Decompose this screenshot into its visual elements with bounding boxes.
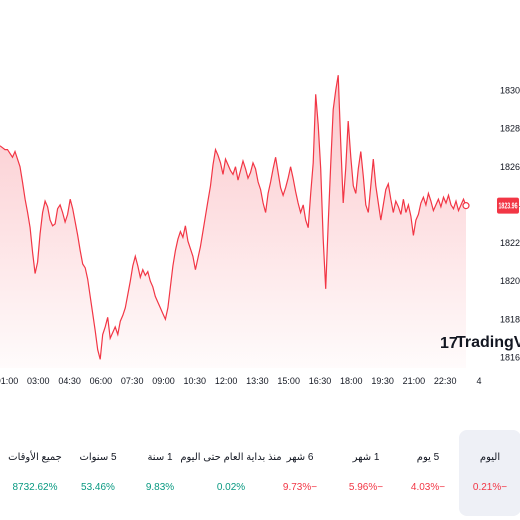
price-chart[interactable]: 1830.001828.001826.001824.001822.001820.… bbox=[0, 0, 520, 395]
period-label: اليوم bbox=[479, 452, 501, 463]
y-axis: 1830.001828.001826.001824.001822.001820.… bbox=[500, 86, 520, 363]
y-tick-label: 1822.00 bbox=[500, 238, 520, 248]
period-label: منذ بداية العام حتى اليوم bbox=[180, 452, 282, 463]
tradingview-logo-text: TradingView bbox=[456, 334, 520, 351]
period-tab[interactable]: 6 شهر 9.73%− bbox=[269, 430, 331, 493]
x-tick-label: 16:30 bbox=[309, 376, 332, 386]
price-badge-bg bbox=[497, 197, 519, 214]
last-price-badge: 1823.96 bbox=[497, 197, 519, 214]
last-point-marker bbox=[462, 202, 470, 210]
period-tab[interactable]: جميع الأوقات 8732.62% bbox=[4, 430, 66, 493]
x-tick-label: 15:00 bbox=[277, 376, 300, 386]
period-label: جميع الأوقات bbox=[8, 452, 62, 463]
x-tick-label: 22:30 bbox=[434, 376, 457, 386]
x-tick-label: 21:00 bbox=[403, 376, 426, 386]
y-tick-label: 1818.00 bbox=[500, 314, 520, 324]
y-tick-label: 1820.00 bbox=[500, 276, 520, 286]
x-tick-label: 19:30 bbox=[371, 376, 394, 386]
performance-periods: اليوم 0.21%− 5 يوم 4.03%− 1 شهر 5.96%− 6 شهر 9.… bbox=[0, 430, 520, 516]
x-tick-label: 01:00 bbox=[0, 376, 18, 386]
tradingview-logo-mark: 17 bbox=[440, 335, 458, 352]
period-value: 0.21%− bbox=[472, 482, 508, 493]
x-tick-label: 10:30 bbox=[184, 376, 207, 386]
tradingview-logo[interactable]: 17 TradingView bbox=[440, 334, 520, 352]
period-tab[interactable]: 5 سنوات 53.46% bbox=[67, 430, 129, 493]
x-tick-label: 13:30 bbox=[246, 376, 269, 386]
x-tick-label: 4 bbox=[476, 376, 481, 386]
period-label: 5 سنوات bbox=[79, 452, 117, 463]
x-tick-label: 04:30 bbox=[58, 376, 81, 386]
period-tab[interactable]: اليوم 0.21%− bbox=[459, 430, 520, 516]
y-tick-label: 1830.00 bbox=[500, 86, 520, 96]
period-tab[interactable]: 1 شهر 5.96%− bbox=[335, 430, 397, 493]
y-tick-label: 1826.00 bbox=[500, 162, 520, 172]
x-tick-label: 09:00 bbox=[152, 376, 175, 386]
x-tick-label: 18:00 bbox=[340, 376, 363, 386]
y-tick-label: 1816.00 bbox=[500, 352, 520, 362]
area-fill bbox=[0, 75, 466, 368]
period-value: 8732.62% bbox=[12, 482, 58, 493]
period-value: 9.83% bbox=[145, 482, 175, 493]
x-tick-label: 07:30 bbox=[121, 376, 144, 386]
period-tab[interactable]: 1 سنة 9.83% bbox=[129, 430, 191, 493]
price-badge-value: 1823.96 bbox=[499, 201, 518, 211]
price-line bbox=[0, 75, 470, 360]
series-line bbox=[0, 75, 467, 360]
x-axis: 01:00 03:00 04:30 06:00 07:30 09:00 10:30 12:00… bbox=[0, 376, 482, 386]
period-label: 5 يوم bbox=[416, 452, 440, 463]
period-label: 1 شهر bbox=[352, 452, 380, 463]
period-value: 0.02% bbox=[216, 482, 246, 493]
area-path bbox=[0, 75, 466, 368]
period-value: 53.46% bbox=[81, 482, 115, 493]
period-tab[interactable]: 5 يوم 4.03%− bbox=[397, 430, 459, 493]
period-label: 1 سنة bbox=[147, 452, 173, 463]
period-label: 6 شهر bbox=[286, 452, 314, 463]
x-tick-label: 06:00 bbox=[90, 376, 113, 386]
period-tab[interactable]: منذ بداية العام حتى اليوم 0.02% bbox=[180, 430, 281, 493]
x-tick-label: 12:00 bbox=[215, 376, 238, 386]
y-tick-label: 1828.00 bbox=[500, 124, 520, 134]
period-value: 5.96%− bbox=[348, 482, 384, 493]
period-value: 4.03%− bbox=[410, 482, 446, 493]
x-tick-label: 03:00 bbox=[27, 376, 50, 386]
period-value: 9.73%− bbox=[282, 482, 318, 493]
